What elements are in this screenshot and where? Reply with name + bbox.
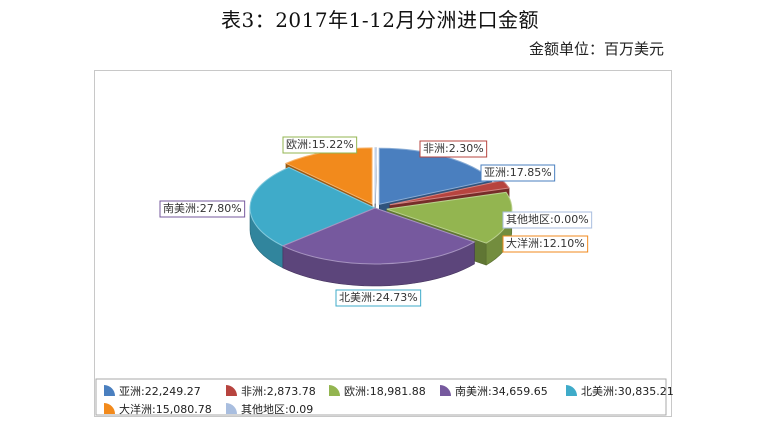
legend-item-0: 亚洲:22,249.27 <box>104 385 201 398</box>
slice-top <box>249 166 377 247</box>
legend-label: 北美洲:30,835.21 <box>581 385 674 398</box>
slice-label-text: 北美洲:24.73% <box>339 291 418 304</box>
pie-slices <box>249 147 513 287</box>
legend: 亚洲:22,249.27 非洲:2,873.78 欧洲:18,981.88 南美洲:3… <box>104 385 674 416</box>
chart-title: 表3：2017年1-12月分洲进口金额 <box>220 8 540 32</box>
legend-item-5: 大洋洲:15,080.78 <box>104 402 212 416</box>
legend-swatch <box>226 403 237 414</box>
legend-box <box>95 378 667 416</box>
slice-label-text: 其他地区:0.00% <box>506 213 589 226</box>
legend-label: 非洲:2,873.78 <box>241 385 316 398</box>
slice-label-text: 南美洲:27.80% <box>163 202 242 215</box>
slice-label-box <box>335 289 422 307</box>
legend-label: 欧洲:18,981.88 <box>344 385 426 398</box>
slice-label-1: 非洲:2.30% <box>419 140 488 158</box>
slice-label-box <box>419 140 488 158</box>
legend-item-4: 北美洲:30,835.21 <box>566 385 674 398</box>
legend-label: 南美洲:34,659.65 <box>455 385 548 398</box>
legend-item-2: 欧洲:18,981.88 <box>329 385 426 398</box>
legend-swatch <box>104 403 115 414</box>
slice-label-text: 亚洲:17.85% <box>484 166 552 179</box>
slice-label-text: 非洲:2.30% <box>423 142 484 155</box>
slice-labels: 亚洲:17.85%非洲:2.30% 欧洲:15.22% 南美洲:27.80% 北美洲:… <box>159 136 593 307</box>
legend-swatch <box>440 385 451 396</box>
legend-item-6: 其他地区:0.09 <box>226 403 313 416</box>
slice-label-box <box>159 200 246 218</box>
slice-label-text: 欧洲:15.22% <box>286 138 354 151</box>
legend-swatch <box>226 385 237 396</box>
slice-label-box <box>502 235 589 253</box>
slice-top <box>374 147 377 204</box>
slice-label-0: 亚洲:17.85% <box>480 164 556 182</box>
slice-top <box>281 207 476 265</box>
slice-label-box <box>502 211 593 229</box>
legend-swatch <box>104 385 115 396</box>
slice-3 <box>281 207 476 287</box>
legend-swatch <box>329 385 340 396</box>
slice-label-5: 大洋洲:12.10% <box>502 235 589 253</box>
slice-label-box <box>282 136 358 154</box>
slice-label-text: 大洋洲:12.10% <box>506 236 585 250</box>
slice-label-4: 北美洲:24.73% <box>335 289 422 307</box>
legend-item-1: 非洲:2,873.78 <box>226 385 316 398</box>
legend-label: 大洋洲:15,080.78 <box>119 402 212 416</box>
legend-swatch <box>566 385 577 396</box>
slice-label-6: 其他地区:0.00% <box>502 211 593 229</box>
legend-label: 其他地区:0.09 <box>241 403 313 416</box>
slice-label-2: 欧洲:15.22% <box>282 136 358 154</box>
slice-label-box <box>480 164 556 182</box>
legend-item-3: 南美洲:34,659.65 <box>440 385 548 398</box>
unit-label: 金额单位：百万美元 <box>528 40 664 58</box>
slice-label-3: 南美洲:27.80% <box>159 200 246 218</box>
legend-label: 亚洲:22,249.27 <box>119 385 201 398</box>
